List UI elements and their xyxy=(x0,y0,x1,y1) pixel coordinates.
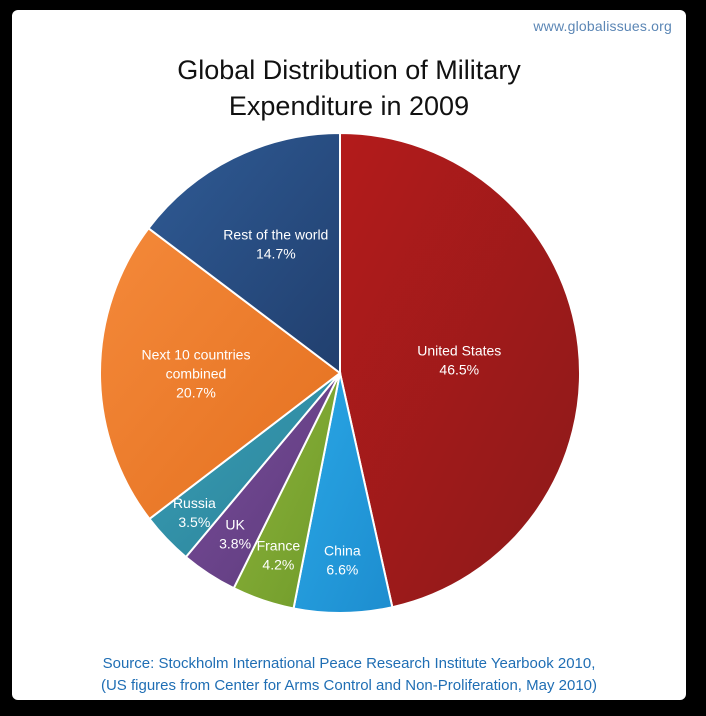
slice-label-0: United States 46.5% xyxy=(417,342,501,377)
source-line-1: Source: Stockholm International Peace Re… xyxy=(102,655,596,672)
chart-title-line-2: Expenditure in 2009 xyxy=(228,91,470,121)
slice-label-1: China 6.6% xyxy=(324,543,361,578)
chart-title-line-1: Global Distribution of Military xyxy=(177,55,521,85)
pie-slice-5 xyxy=(99,226,342,521)
watermark: www.globalissues.org xyxy=(533,18,672,34)
source-line-2: (US figures from Center for Arms Control… xyxy=(100,677,598,694)
slice-label-4: Russia 3.5% xyxy=(173,495,216,530)
pie-slice-6 xyxy=(147,131,341,376)
slice-label-2: France 4.2% xyxy=(257,537,301,572)
slice-label-3: UK 3.8% xyxy=(219,516,251,551)
pie-slice-0 xyxy=(339,131,581,609)
pie-chart: United States 46.5% China 6.6% France 4.2%UK 3… xyxy=(99,131,581,614)
slice-label-5: Next 10 countries combined 20.7% xyxy=(142,346,251,400)
slice-label-6: Rest of the world 14.7% xyxy=(223,227,328,262)
chart-card: www.globalissues.org Global Distribution… xyxy=(12,10,686,700)
